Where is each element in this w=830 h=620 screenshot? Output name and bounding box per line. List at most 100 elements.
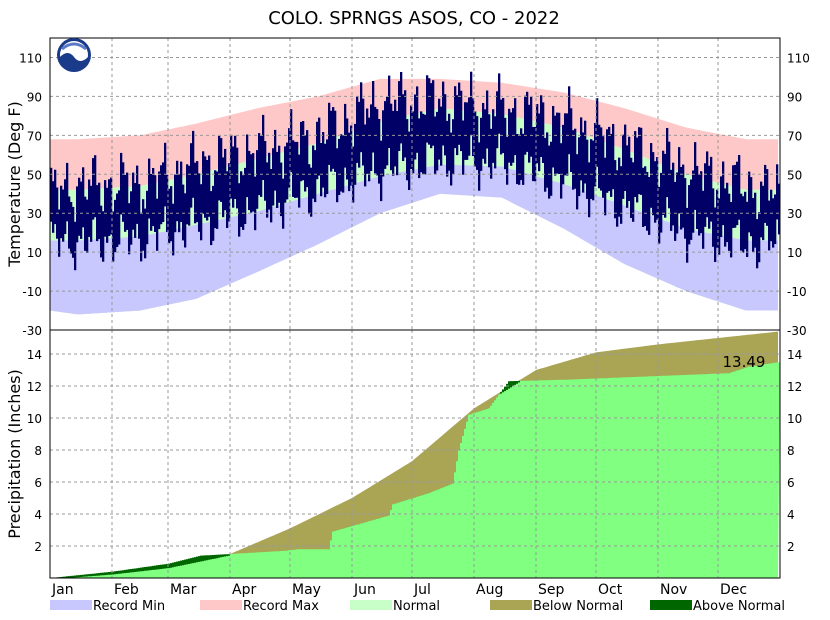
observed-temp-bar [722, 161, 725, 226]
observed-temp-bar [508, 108, 511, 163]
observed-temp-bar [622, 134, 625, 199]
observed-temp-bar [172, 203, 175, 256]
legend-item: Record Min [50, 599, 165, 614]
observed-temp-bar [374, 106, 377, 174]
observed-temp-bar [114, 199, 117, 253]
temperature-y-tick-label: 50 [27, 168, 42, 182]
observed-temp-bar [726, 182, 729, 243]
observed-temp-bar [628, 136, 631, 201]
observed-temp-bar [432, 80, 435, 146]
observed-temp-bar [734, 164, 737, 228]
observed-temp-bar [566, 113, 569, 176]
observed-temp-bar [270, 169, 273, 223]
observed-temp-bar [370, 104, 373, 171]
observed-temp-bar [66, 162, 69, 222]
observed-temp-bar [672, 162, 675, 226]
temperature-y-tick-label: 90 [27, 90, 42, 104]
observed-temp-bar [496, 91, 499, 149]
observed-temp-bar [102, 211, 105, 262]
observed-temp-bar [258, 133, 261, 196]
observed-temp-bar [768, 200, 771, 251]
observed-temp-bar [148, 158, 151, 219]
observed-temp-bar [122, 162, 125, 222]
observed-temp-bar [312, 145, 315, 199]
observed-temp-bar [778, 183, 781, 235]
observed-temp-bar [152, 168, 155, 227]
observed-temp-bar [620, 166, 623, 224]
observed-temp-bar [422, 113, 425, 174]
observed-temp-bar [654, 161, 657, 223]
observed-temp-bar [690, 179, 693, 240]
observed-temp-bar [698, 174, 701, 236]
observed-temp-bar [706, 151, 709, 218]
observed-temp-bar [418, 118, 421, 179]
temperature-y-tick-label-right: 110 [787, 51, 810, 65]
observed-temp-bar [234, 135, 237, 199]
legend-label: Normal [393, 599, 440, 614]
observed-temp-bar [208, 155, 211, 217]
observed-temp-bar [90, 185, 93, 242]
observed-temp-bar [516, 134, 519, 185]
observed-temp-bar [576, 154, 579, 210]
observed-temp-bar [138, 184, 141, 239]
observed-temp-bar [400, 72, 403, 144]
observed-temp-bar [416, 86, 419, 153]
observed-temp-bar [510, 112, 513, 166]
legend-label: Record Min [93, 599, 165, 614]
observed-temp-bar [268, 152, 271, 210]
legend-item: Record Max [200, 599, 319, 614]
temperature-y-tick-label: 110 [19, 51, 42, 65]
observed-temp-bar [666, 128, 669, 198]
temperature-y-tick-label: 70 [27, 129, 42, 143]
observed-temp-bar [134, 183, 137, 238]
observed-temp-bar [300, 121, 303, 182]
observed-temp-bar [466, 102, 469, 160]
observed-temp-bar [156, 198, 159, 251]
observed-temp-bar [318, 117, 321, 176]
observed-temp-bar [430, 83, 433, 149]
temperature-y-tick-label-right: 30 [787, 207, 802, 221]
observed-temp-bar [450, 132, 453, 186]
month-labels: Jan Feb Mar Apr May Jun Jul Aug Sep Oct Nov Dec [51, 582, 747, 598]
observed-temp-bar [262, 114, 265, 180]
observed-temp-bar [368, 117, 371, 182]
observed-temp-bar [354, 123, 357, 185]
observed-temp-bar [108, 179, 111, 236]
observed-temp-bar [760, 181, 763, 238]
observed-temp-bar [716, 189, 719, 248]
observed-temp-bar [142, 199, 145, 251]
observed-temp-bar [412, 111, 415, 174]
observed-temp-bar [294, 141, 297, 198]
observed-temp-bar [632, 162, 635, 222]
observed-temp-bar [686, 207, 689, 263]
observed-temp-bar [766, 169, 769, 226]
observed-temp-bar [476, 116, 479, 170]
observed-temp-bar [560, 143, 563, 199]
observed-temp-bar [540, 95, 543, 157]
observed-temp-bar [266, 162, 269, 218]
observed-temp-bar [588, 162, 591, 218]
observed-temp-bar [536, 104, 539, 164]
observed-temp-bar [454, 86, 457, 149]
temperature-y-tick-label-right: 90 [787, 90, 802, 104]
observed-temp-bar [638, 127, 641, 195]
observed-temp-bar [230, 134, 233, 199]
observed-temp-bar [126, 172, 129, 230]
precipitation-y-tick-label-right: 4 [787, 508, 795, 522]
observed-temp-bar [50, 167, 53, 222]
temperature-y-ticks-right: -30 -10 10 30 50 70 90 110 [787, 51, 810, 338]
observed-temp-bar [364, 124, 367, 187]
observed-temp-bar [580, 117, 583, 181]
month-label: Jun [353, 582, 376, 598]
precipitation-total-label: 13.49 [723, 353, 766, 371]
observed-temp-bar [402, 94, 405, 161]
observed-temp-bar [330, 110, 333, 172]
observed-temp-bar [360, 82, 363, 153]
observed-temp-bar [62, 189, 65, 242]
observed-temp-bar [750, 177, 753, 237]
observed-temp-bar [562, 124, 565, 185]
legend-label: Record Max [243, 599, 319, 614]
observed-temp-bar [752, 198, 755, 253]
observed-temp-bar [176, 160, 179, 222]
